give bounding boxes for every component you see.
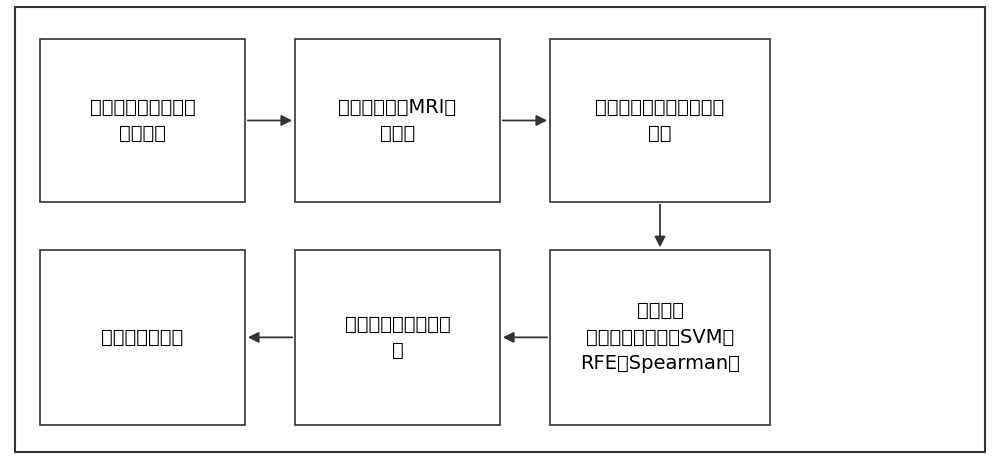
Bar	[550, 39, 770, 202]
Bar	[295, 250, 500, 425]
Text: 模型准确性评价: 模型准确性评价	[101, 328, 184, 347]
Bar	[295, 39, 500, 202]
Bar	[40, 39, 245, 202]
Text: 治疗前鼻咍部MRI图
像获取: 治疗前鼻咍部MRI图 像获取	[338, 98, 457, 143]
Text: 病灶分割及影像组学特征
提取: 病灶分割及影像组学特征 提取	[595, 98, 725, 143]
Text: 影像组学预测模型构
建: 影像组学预测模型构 建	[345, 314, 450, 360]
Text: 多中心再程放疗患者
队列建立: 多中心再程放疗患者 队列建立	[90, 98, 195, 143]
Bar	[550, 250, 770, 425]
Text: 特征筛选
（可重复性检验、SVM、
RFE、Spearman）: 特征筛选 （可重复性检验、SVM、 RFE、Spearman）	[580, 302, 740, 373]
Bar	[40, 250, 245, 425]
